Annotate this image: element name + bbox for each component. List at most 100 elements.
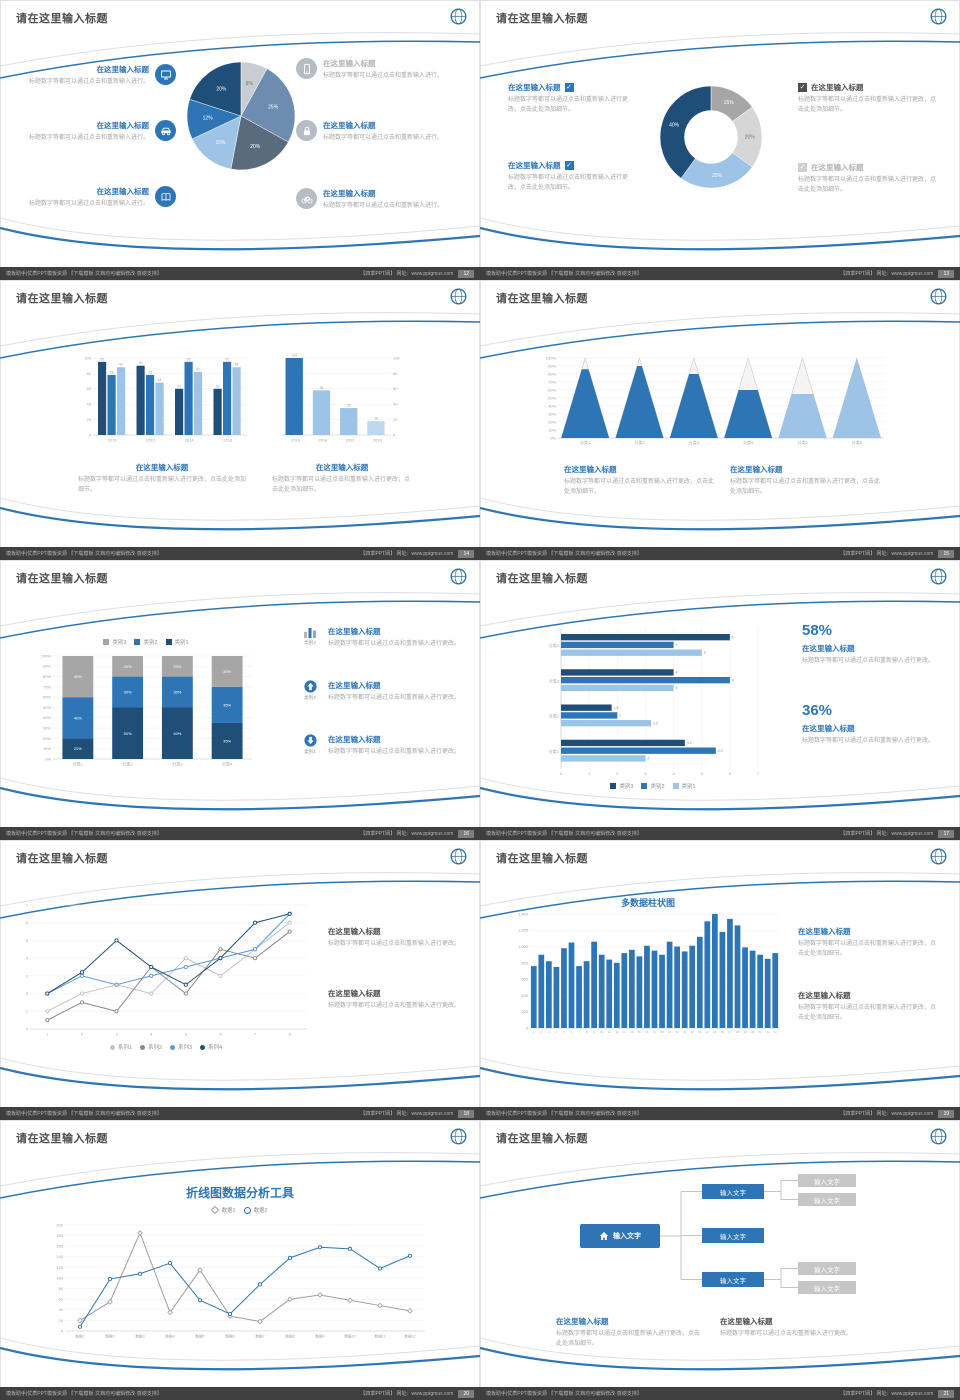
diagram-subnode: 输入文字: [798, 1262, 856, 1275]
svg-text:90%: 90%: [548, 363, 556, 368]
slide-title: 请在这里输入标题: [16, 853, 108, 865]
check-icon: ✓: [564, 83, 574, 92]
svg-text:2012: 2012: [346, 438, 356, 443]
slide-12[interactable]: 请在这里输入标题 8% 25% 20% 15% 12% 20% 在这里输入标题 标题数字等都…: [0, 0, 480, 280]
svg-text:6: 6: [571, 1030, 573, 1034]
caption-block: 在这里输入标题 标题数字等都可以通过点击和重新输入进行更改，点击此处添加细节。: [798, 926, 940, 960]
svg-text:35%: 35%: [223, 702, 231, 707]
item-title: 在这里输入标题: [323, 189, 376, 198]
slide-14[interactable]: 请在这里输入标题 0 20 40 60 80 100 2010 95 78 88 2012 90 78 6…: [0, 280, 480, 560]
stat-percent: 58%: [802, 622, 833, 639]
item-body: 标题数字等都可以通过点击和重新输入进行更改。: [802, 658, 935, 664]
svg-text:0: 0: [26, 1026, 29, 1031]
slide-17[interactable]: 请在这里输入标题 0 1 2 3 4 5 6 7 分类4 6 4 5 分类3 4 6 4 分类2 1.8 2 3.2 分…: [480, 560, 960, 840]
svg-text:100%: 100%: [546, 355, 557, 360]
lock-icon: [296, 120, 317, 141]
footer-left-text: 模板助手|优质PPT模板资源 【下载模板·文档均可编辑修改·感谢支持】: [6, 1391, 162, 1397]
school-logo-icon: [930, 1128, 947, 1145]
svg-text:分类3: 分类3: [172, 761, 183, 767]
svg-text:4: 4: [556, 1030, 558, 1034]
svg-text:25: 25: [713, 1030, 716, 1034]
svg-text:23: 23: [698, 1030, 701, 1034]
item-body: 标题数字等都可以通过点击和重新输入进行更改，点击此处添加细节。: [508, 97, 629, 113]
slide-19[interactable]: 请在这里输入标题 多数据柱状图 0 200 400 600 800 1,000 1,200 1…: [480, 840, 960, 1120]
footer-left-text: 模板助手|优质PPT模板资源 【下载模板·文档均可编辑修改·感谢支持】: [486, 1111, 642, 1117]
svg-text:22: 22: [691, 1030, 694, 1034]
svg-text:20%: 20%: [124, 664, 132, 669]
smartphone-icon: [296, 58, 317, 79]
legend-label: 类别2: [143, 640, 158, 646]
slide-21[interactable]: 请在这里输入标题 输入文字 输入文字 输入文字 输入文字 输入文字 输入文字 输…: [480, 1120, 960, 1400]
item-body: 标题数字等都可以通过点击和重新输入进行更改。: [328, 749, 461, 755]
svg-text:分类2: 分类2: [123, 761, 134, 767]
svg-text:50%: 50%: [43, 705, 51, 710]
diagram-root-node: 输入文字: [580, 1224, 660, 1248]
svg-text:100: 100: [292, 354, 298, 358]
chart-title: 多数据柱状图: [620, 898, 675, 908]
svg-text:82: 82: [196, 367, 200, 371]
svg-text:88: 88: [235, 363, 239, 367]
slide-16[interactable]: 请在这里输入标题 类别3 类别2 类别1 0% 10% 20% 30% 40% 50% 60% 7…: [0, 560, 480, 840]
item-title: 在这里输入标题: [802, 724, 855, 733]
legend-label: 类别1: [681, 784, 696, 790]
item-body: 标题数字等都可以通过点击和重新输入进行更改，点击此处添加细节。: [730, 479, 881, 495]
top-swoosh-decoration: [0, 1152, 480, 1199]
item-title: 在这里输入标题: [508, 161, 561, 170]
footer-right-text: 【四季PPT网】 网址：www.pptgmus.com: [360, 271, 454, 277]
svg-text:60: 60: [393, 386, 398, 391]
svg-text:90%: 90%: [43, 664, 51, 669]
svg-text:20: 20: [59, 1318, 64, 1323]
icon-label: 类别3: [304, 640, 316, 645]
svg-text:分类5: 分类5: [797, 439, 808, 445]
svg-text:数据6: 数据6: [225, 1334, 234, 1339]
item-title: 在这里输入标题: [798, 927, 851, 936]
svg-text:数据8: 数据8: [285, 1334, 294, 1339]
slide-18[interactable]: 请在这里输入标题 0 1 2 3 4 5 6 7 1 2 3 4 5 6 7 8 系列1 系列2 系列3 系列4 在…: [0, 840, 480, 1120]
school-logo-icon: [930, 8, 947, 25]
bottom-swoosh-decoration: [0, 497, 480, 531]
line-chart: 0 20 40 60 80 100 120 140 160 180 200 数据1 数据2 数据3 数据4 数…: [50, 1220, 430, 1342]
item-body: 标题数字等都可以通过点击和重新输入进行更改。: [328, 1003, 461, 1009]
page-number: 12: [458, 269, 474, 278]
svg-text:78: 78: [110, 370, 114, 374]
legend-swatch: [139, 1044, 145, 1050]
svg-text:分类3: 分类3: [689, 439, 700, 445]
slide-13[interactable]: 请在这里输入标题 15% 20% 25% 40% 在这里输入标题 ✓ 标题数字等都可以通…: [480, 0, 960, 280]
svg-text:数据2: 数据2: [105, 1334, 114, 1339]
bottom-swoosh-decoration: [480, 217, 960, 251]
item-title: 在这里输入标题: [802, 644, 855, 653]
svg-text:40%: 40%: [43, 715, 51, 720]
school-logo-icon: [930, 288, 947, 305]
check-icon: ✓: [798, 163, 807, 172]
legend: 类别3 类别2 类别1: [540, 782, 766, 790]
item-body: 标题数字等都可以通过点击和重新输入进行更改，点击此处添加细节。: [798, 1005, 937, 1021]
svg-text:6: 6: [219, 1032, 222, 1037]
svg-text:90: 90: [139, 361, 143, 365]
home-icon: [599, 1232, 609, 1240]
svg-text:33: 33: [774, 1030, 777, 1034]
svg-text:2: 2: [541, 1030, 543, 1034]
svg-text:40%: 40%: [74, 715, 82, 720]
legend-swatch: [672, 783, 679, 789]
slide-20[interactable]: 请在这里输入标题 折线图数据分析工具 数据1 数据2 0 20 40 60 80 100 12…: [0, 1120, 480, 1400]
icon-wrap: 类别2: [298, 680, 322, 701]
svg-text:40: 40: [87, 402, 92, 407]
footer-left-text: 模板助手|优质PPT模板资源 【下载模板·文档均可编辑修改·感谢支持】: [486, 551, 642, 557]
svg-text:3: 3: [115, 1032, 118, 1037]
item-title: 在这里输入标题: [811, 163, 864, 172]
list-item: 类别1 在这里输入标题 标题数字等都可以通过点击和重新输入进行更改。: [298, 734, 470, 758]
item-title: 在这里输入标题: [328, 927, 381, 936]
legend-swatch: [200, 1044, 206, 1050]
svg-text:68: 68: [158, 378, 162, 382]
svg-text:60: 60: [216, 384, 220, 388]
stacked-bar-chart: 0% 10% 20% 30% 40% 50% 60% 70% 80% 90% 100% 分类1 20% 4…: [36, 650, 256, 770]
svg-text:95: 95: [225, 357, 229, 361]
slide-15[interactable]: 请在这里输入标题 0% 10% 20% 30% 40% 50% 60% 70% 80% 90% 10…: [480, 280, 960, 560]
icon-wrap: 类别3: [298, 626, 322, 646]
item-title: 在这里输入标题: [323, 121, 376, 130]
svg-text:35%: 35%: [223, 738, 231, 743]
item-body: 标题数字等都可以通过点击和重新输入进行。: [323, 135, 444, 141]
legend-swatch: [165, 639, 172, 645]
list-item: 在这里输入标题 标题数字等都可以通过点击和重新输入进行。: [296, 188, 466, 212]
svg-text:180: 180: [56, 1233, 63, 1238]
